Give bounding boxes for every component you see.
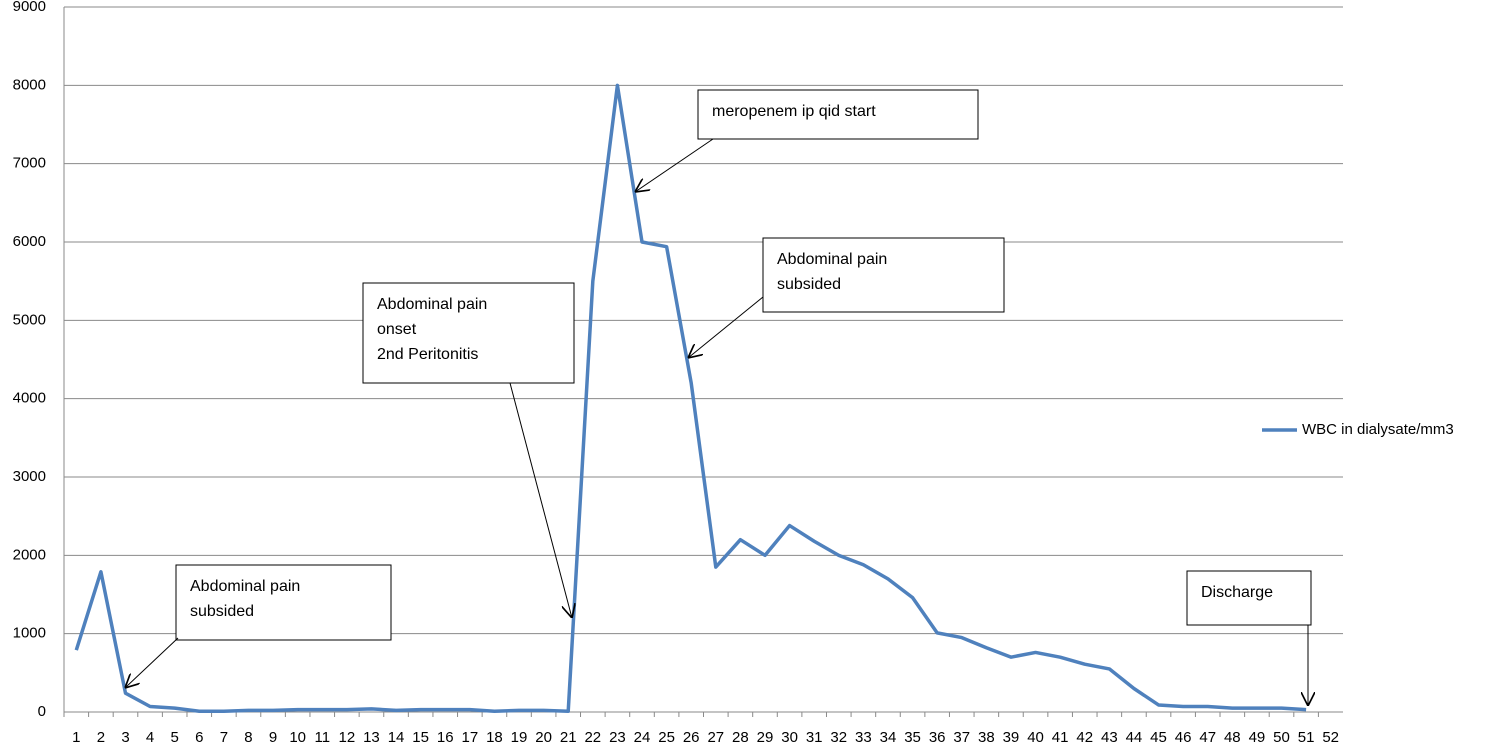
y-tick-label: 0 xyxy=(38,703,46,720)
x-tick-label: 22 xyxy=(584,729,601,746)
x-tick-label: 38 xyxy=(978,729,995,746)
y-tick-label: 9000 xyxy=(13,0,46,15)
annotation-text: subsided xyxy=(777,276,841,293)
annotation-arrow xyxy=(509,382,572,618)
x-tick-label: 13 xyxy=(363,729,380,746)
y-tick-label: 7000 xyxy=(13,155,46,172)
x-tick-label: 49 xyxy=(1249,729,1266,746)
x-tick-label: 18 xyxy=(486,729,503,746)
x-tick-label: 21 xyxy=(560,729,577,746)
x-tick-label: 35 xyxy=(904,729,921,746)
x-tick-label: 8 xyxy=(244,729,252,746)
annotation-text: Abdominal pain xyxy=(777,251,887,268)
annotation: Abdominal pain subsided xyxy=(125,564,392,688)
annotation: meropenem ip qid start xyxy=(635,89,979,192)
x-tick-label: 36 xyxy=(929,729,946,746)
annotation-arrow xyxy=(125,637,179,688)
x-tick-label: 42 xyxy=(1076,729,1093,746)
y-tick-label: 2000 xyxy=(13,546,46,563)
y-tick-label: 1000 xyxy=(13,625,46,642)
x-tick-label: 19 xyxy=(511,729,528,746)
x-tick-label: 47 xyxy=(1199,729,1216,746)
x-tick-label: 29 xyxy=(757,729,774,746)
x-tick-label: 30 xyxy=(781,729,798,746)
x-tick-label: 31 xyxy=(806,729,823,746)
x-tick-label: 37 xyxy=(953,729,970,746)
x-tick-label: 44 xyxy=(1126,729,1143,746)
x-tick-label: 32 xyxy=(830,729,847,746)
y-tick-label: 8000 xyxy=(13,76,46,93)
annotation-arrow xyxy=(688,296,764,358)
x-tick-label: 45 xyxy=(1150,729,1167,746)
x-tick-label: 40 xyxy=(1027,729,1044,746)
x-tick-label: 14 xyxy=(388,729,405,746)
annotation-text: 2nd Peritonitis xyxy=(377,346,478,363)
x-tick-label: 50 xyxy=(1273,729,1290,746)
annotation-text: subsided xyxy=(190,603,254,620)
x-tick-label: 20 xyxy=(535,729,552,746)
annotation-text: Abdominal pain xyxy=(377,296,487,313)
x-tick-label: 39 xyxy=(1003,729,1020,746)
x-tick-label: 9 xyxy=(269,729,277,746)
y-tick-label: 6000 xyxy=(13,233,46,250)
annotation: Discharge xyxy=(1186,570,1312,706)
data-line xyxy=(74,83,1307,713)
x-tick-label: 46 xyxy=(1175,729,1192,746)
legend-label: WBC in dialysate/mm3 xyxy=(1302,421,1454,438)
x-tick-label: 34 xyxy=(880,729,897,746)
annotation-text: Discharge xyxy=(1201,584,1273,601)
x-tick-label: 27 xyxy=(707,729,724,746)
x-tick-label: 52 xyxy=(1322,729,1339,746)
x-tick-label: 4 xyxy=(146,729,154,746)
annotation-text: onset xyxy=(377,321,417,338)
x-tick-label: 7 xyxy=(220,729,228,746)
annotation-box xyxy=(175,564,392,641)
x-tick-label: 23 xyxy=(609,729,626,746)
annotation-arrow xyxy=(635,138,714,192)
x-tick-label: 11 xyxy=(314,729,330,746)
x-tick-label: 1 xyxy=(72,729,80,746)
x-tick-label: 25 xyxy=(658,729,675,746)
annotation-box xyxy=(1186,570,1312,626)
x-tick-label: 12 xyxy=(339,729,356,746)
y-tick-label: 4000 xyxy=(13,390,46,407)
annotation-text: meropenem ip qid start xyxy=(712,103,876,120)
x-tick-label: 5 xyxy=(171,729,179,746)
annotation-box xyxy=(362,282,575,384)
x-tick-label: 6 xyxy=(195,729,203,746)
x-tick-label: 28 xyxy=(732,729,749,746)
x-tick-label: 16 xyxy=(437,729,454,746)
x-tick-label: 48 xyxy=(1224,729,1241,746)
x-tick-label: 3 xyxy=(121,729,129,746)
x-tick-label: 17 xyxy=(461,729,478,746)
x-tick-label: 10 xyxy=(289,729,306,746)
annotation: Abdominal pain onset 2nd Peritonitis xyxy=(362,282,575,618)
x-tick-label: 15 xyxy=(412,729,429,746)
x-tick-label: 26 xyxy=(683,729,700,746)
x-tick-label: 43 xyxy=(1101,729,1118,746)
y-tick-label: 3000 xyxy=(13,468,46,485)
y-tick-label: 5000 xyxy=(13,311,46,328)
annotation: Abdominal pain subsided xyxy=(688,237,1005,358)
x-tick-label: 51 xyxy=(1298,729,1315,746)
x-tick-label: 2 xyxy=(97,729,105,746)
annotation-text: Abdominal pain xyxy=(190,578,300,595)
x-tick-label: 41 xyxy=(1052,729,1069,746)
x-tick-label: 24 xyxy=(634,729,651,746)
annotation-box xyxy=(697,89,979,140)
annotation-box xyxy=(762,237,1005,313)
x-tick-label: 33 xyxy=(855,729,872,746)
